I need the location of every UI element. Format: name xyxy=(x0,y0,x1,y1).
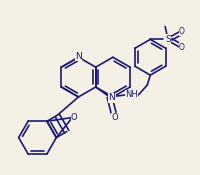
Text: O: O xyxy=(71,113,78,122)
Text: S: S xyxy=(165,35,171,44)
Text: NH: NH xyxy=(125,90,138,99)
Text: N: N xyxy=(75,52,82,61)
Text: N: N xyxy=(109,93,115,102)
Text: O: O xyxy=(179,43,185,52)
Text: O: O xyxy=(179,27,185,36)
Text: O: O xyxy=(111,113,118,122)
